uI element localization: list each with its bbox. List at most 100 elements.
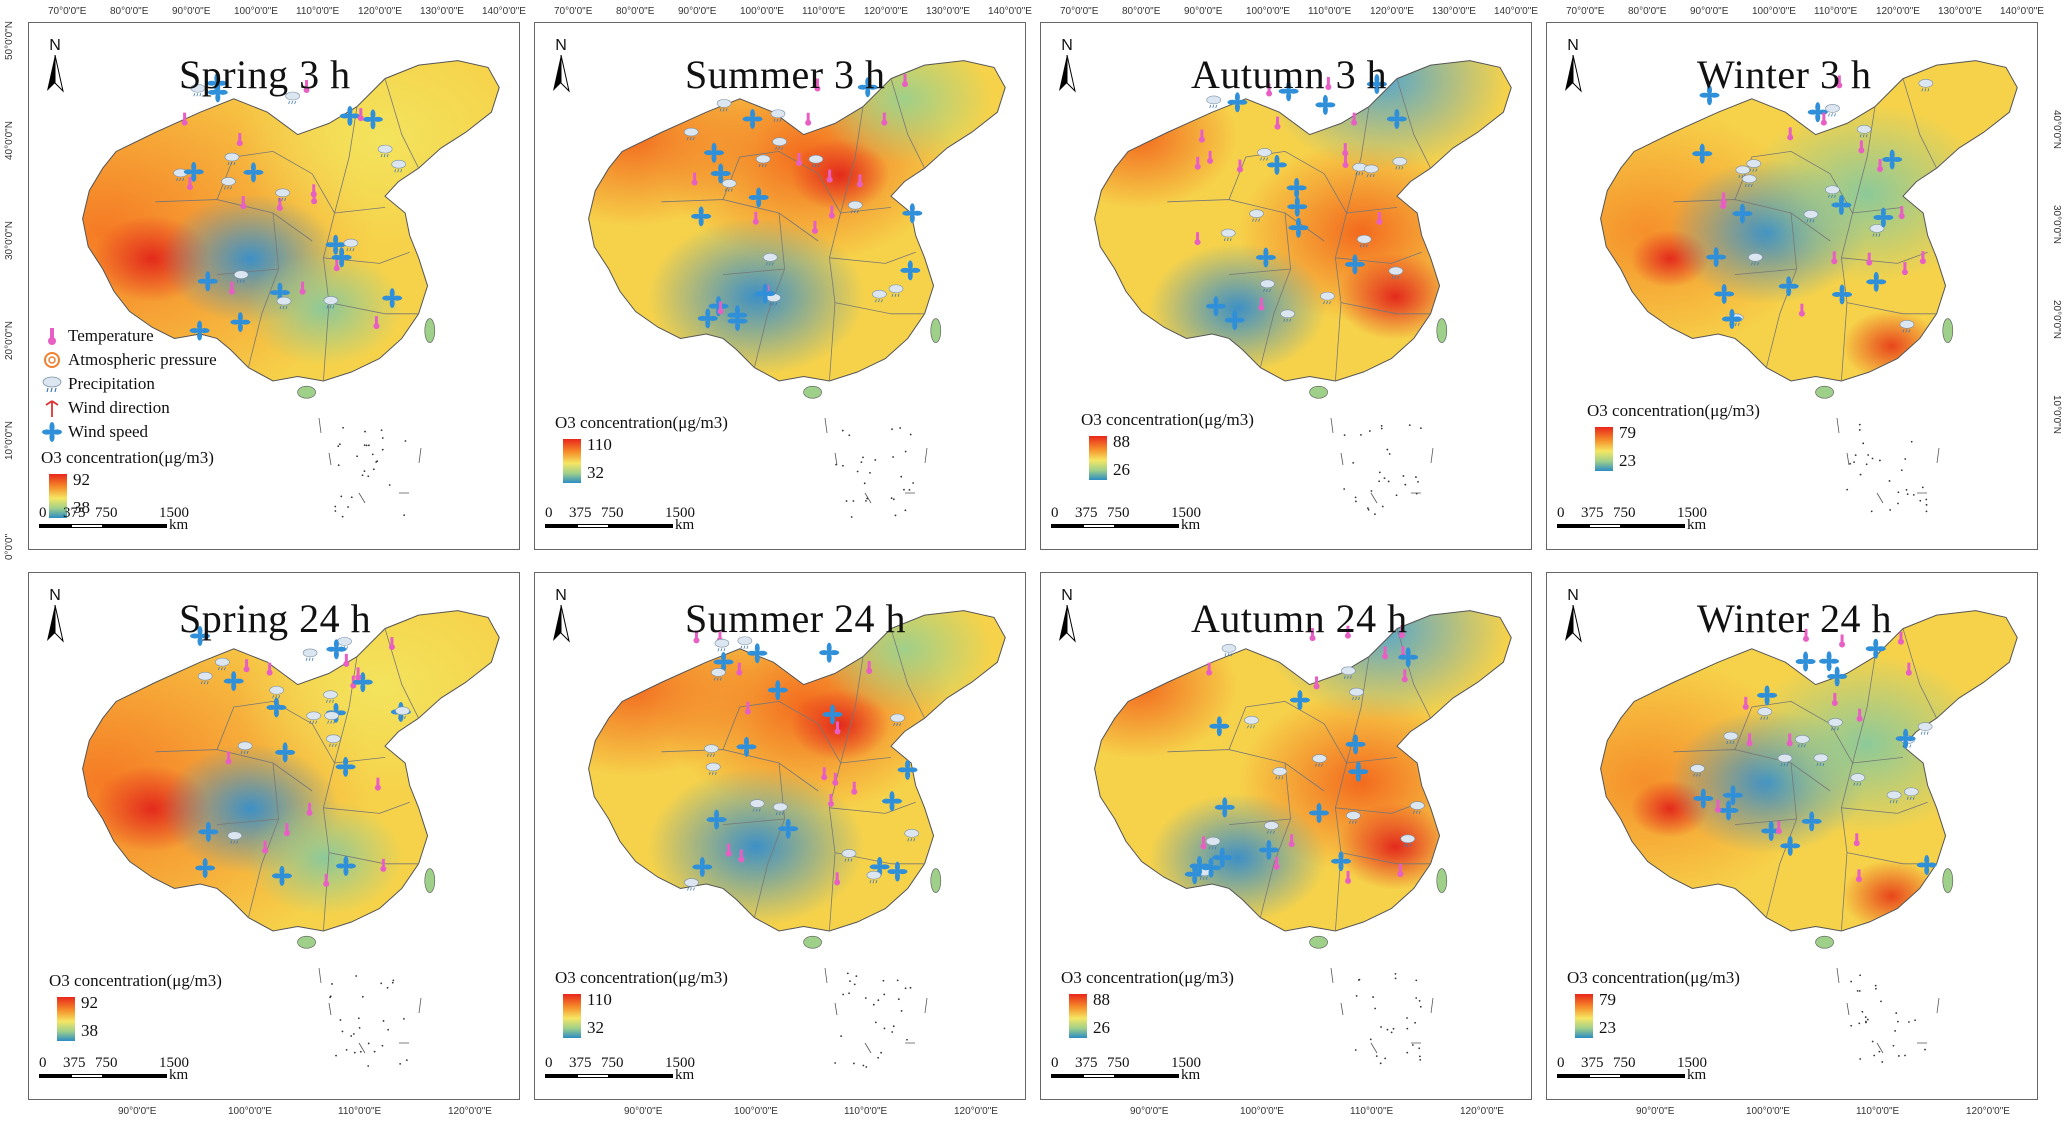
precipitation-icon: [42, 376, 62, 393]
wind-speed-icon: [362, 109, 383, 130]
wind-speed-icon: [1801, 811, 1822, 832]
precipitation-icon: [1803, 209, 1819, 223]
thermometer-icon: [1325, 76, 1332, 90]
met-legend-label: Wind direction: [68, 398, 170, 417]
o3-legend: O3 concentration(μg/m3) 110 32: [555, 968, 775, 1048]
o3-legend: O3 concentration(μg/m3) 79 23: [1587, 401, 1807, 481]
wind-speed-icon: [1721, 309, 1742, 330]
graticule-label: 110°0'0"E: [1350, 1106, 1394, 1117]
thermometer-icon: [1200, 836, 1207, 850]
scale-segment: [577, 524, 609, 528]
color-ramp: [1575, 994, 1593, 1038]
precipitation-icon: [323, 296, 339, 309]
legend-max-value: 92: [73, 470, 90, 489]
graticule-label: 90°0'0"E: [1184, 6, 1223, 17]
precipitation-icon: [221, 177, 236, 190]
graticule-label: 90°0'0"E: [118, 1106, 157, 1117]
wind-speed-icon: [1865, 638, 1886, 659]
thermometer-icon: [350, 675, 357, 689]
legend-min-value: 32: [587, 1018, 604, 1037]
graticule-label: 120°0'0"E: [1876, 6, 1920, 17]
wind-speed-icon: [352, 672, 373, 693]
legend-min-value: 26: [1113, 460, 1130, 479]
graticule-label: 90°0'0"E: [624, 1106, 663, 1117]
precipitation-icon: [1356, 234, 1372, 248]
graticule-label: 90°0'0"E: [678, 6, 717, 17]
wind-speed-icon: [1287, 196, 1308, 217]
scale-bar: 0 375 750 1500 km: [39, 503, 209, 533]
legend-min-value: 32: [587, 463, 604, 482]
wind-speed-icon: [223, 671, 244, 692]
graticule-label: 120°0'0"E: [448, 1106, 492, 1117]
precipitation-icon: [227, 831, 243, 844]
thermometer-icon: [1787, 127, 1794, 141]
wind-speed-icon: [1258, 839, 1279, 860]
wind-speed-icon: [1780, 835, 1801, 856]
wind-speed-icon: [42, 422, 62, 442]
scale-segment: [71, 524, 103, 528]
scale-label: 375: [63, 1055, 86, 1071]
legend-max-value: 110: [587, 435, 612, 454]
graticule-label: 140°0'0"E: [2000, 6, 2044, 17]
graticule-label: 120°0'0"E: [1370, 6, 1414, 17]
precipitation-icon: [1886, 790, 1902, 804]
thermometer-icon: [1856, 708, 1863, 722]
wind-speed-icon: [183, 161, 204, 182]
scale-label: 750: [95, 1055, 118, 1071]
wind-speed-icon: [704, 142, 725, 163]
o3-legend: O3 concentration(μg/m3) 92 38: [49, 971, 269, 1051]
graticule-label: 10°0'0"N: [4, 421, 15, 460]
thermometer-icon: [811, 220, 818, 234]
graticule-label: 80°0'0"E: [1122, 6, 1161, 17]
wind-speed-icon: [1214, 797, 1235, 818]
wind-speed-icon: [710, 163, 731, 184]
scale-unit: km: [675, 517, 695, 533]
graticule-label: 100°0'0"E: [740, 6, 784, 17]
thermometer-icon: [1877, 159, 1884, 173]
precipitation-icon: [1903, 787, 1919, 800]
met-legend-label: Wind speed: [68, 422, 149, 441]
graticule-label: 120°0'0"E: [1460, 1106, 1504, 1117]
wind-speed-icon: [706, 809, 727, 830]
thermometer-icon: [902, 74, 909, 88]
thermometer-icon: [1746, 733, 1753, 747]
precipitation-icon: [1742, 174, 1757, 187]
map-panel-autumn-24h: Autumn 24 h N O3 concentration(μg/m3) 88 26 0…: [1040, 572, 1532, 1100]
scale-segment: [1115, 1074, 1179, 1078]
wind-speed-icon: [736, 736, 757, 757]
scale-segment: [71, 1074, 103, 1078]
scale-label: 375: [569, 505, 592, 521]
precipitation-icon: [391, 159, 406, 173]
thermometer-icon: [1398, 625, 1405, 639]
graticule-label: 100°0'0"E: [1746, 1106, 1790, 1117]
wind-speed-icon: [1795, 651, 1816, 672]
thermometer-icon: [828, 205, 835, 219]
graticule-label: 100°0'0"E: [228, 1106, 272, 1117]
scale-label: 0: [1557, 505, 1565, 521]
thermometer-icon: [306, 802, 313, 816]
precipitation-icon: [1392, 157, 1408, 170]
wind-speed-icon: [1757, 685, 1778, 706]
graticule-label: 130°0'0"E: [1938, 6, 1982, 17]
wind-speed-icon: [1916, 854, 1937, 875]
legend-title: O3 concentration(μg/m3): [1567, 968, 1740, 987]
legend-min-value: 26: [1093, 1018, 1110, 1037]
precipitation-icon: [866, 870, 882, 884]
scale-label: 750: [1613, 1055, 1636, 1071]
thermometer-icon: [693, 630, 700, 644]
country-outline: [1600, 610, 2018, 932]
wind-speed-icon: [1278, 81, 1299, 102]
wind-speed-icon: [1386, 108, 1407, 129]
scale-segment: [1557, 524, 1589, 528]
graticule-label: 140°0'0"E: [1494, 6, 1538, 17]
thermometer-icon: [1309, 628, 1316, 642]
wind-speed-icon: [742, 109, 763, 130]
legend-title: O3 concentration(μg/m3): [1081, 410, 1254, 429]
meteorological-legend: Temperature Atmospheric pressure Precipita…: [42, 326, 272, 446]
thermometer-icon: [821, 767, 828, 781]
wind-speed-icon: [335, 756, 356, 777]
country-outline: [588, 60, 1006, 382]
graticule-label: 130°0'0"E: [926, 6, 970, 17]
thermometer-icon: [1901, 262, 1908, 276]
thermometer-icon: [1720, 196, 1727, 210]
